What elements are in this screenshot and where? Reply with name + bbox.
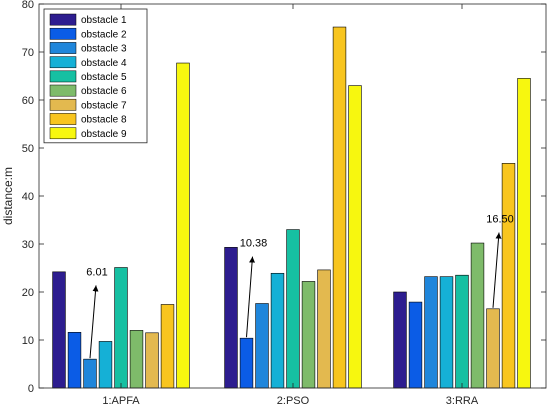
y-tick-label-0: 0 xyxy=(28,383,34,395)
y-tick-label-40: 40 xyxy=(22,191,34,203)
legend: obstacle 1 obstacle 2 obstacle 3 obstacle 4… xyxy=(43,8,148,144)
legend-swatch-1 xyxy=(49,13,77,26)
bar-obstacle-6-3 xyxy=(470,242,485,389)
y-tick-label-20: 20 xyxy=(22,287,34,299)
x-tick-label-3: 3:RRA xyxy=(446,395,479,407)
bar-obstacle-8-3 xyxy=(501,163,516,389)
bar-obstacle-8-2 xyxy=(332,26,347,389)
legend-swatch-2 xyxy=(49,27,77,40)
y-ticks-group: 0 10 20 30 40 50 60 70 80 xyxy=(22,0,546,395)
bar-obstacle-5-1 xyxy=(114,267,128,389)
y-tick-label-70: 70 xyxy=(22,47,34,59)
y-tick-label-30: 30 xyxy=(22,239,34,251)
annotation-arrow-1 xyxy=(89,285,99,359)
legend-label-5: obstacle 5 xyxy=(81,72,127,83)
bar-obstacle-5-3 xyxy=(455,274,469,389)
bar-obstacle-6-2 xyxy=(301,281,316,389)
legend-label-1: obstacle 1 xyxy=(81,15,127,26)
legend-label-4: obstacle 4 xyxy=(81,58,127,69)
bar-obstacle-2-3 xyxy=(408,301,423,389)
x-tick-label-2: 2:PSO xyxy=(277,395,310,407)
bar-obstacle-8-1 xyxy=(160,304,175,389)
bar-obstacle-2-2 xyxy=(239,337,254,389)
legend-label-8: obstacle 8 xyxy=(81,115,127,126)
legend-swatch-6 xyxy=(49,84,77,97)
y-tick-label-80: 80 xyxy=(22,0,34,11)
annotation-label-3: 16.50 xyxy=(486,214,514,226)
bar-obstacle-9-2 xyxy=(348,85,362,389)
y-tick-label-50: 50 xyxy=(22,143,34,155)
legend-label-6: obstacle 6 xyxy=(81,86,127,97)
bar-obstacle-4-2 xyxy=(270,272,285,389)
legend-swatch-3 xyxy=(49,42,77,54)
bar-obstacle-7-3 xyxy=(486,308,500,389)
bar-obstacle-6-1 xyxy=(129,330,144,389)
x-ticks-group: 1:APFA 2:PSO 3:RRA xyxy=(102,4,479,407)
legend-swatch-4 xyxy=(49,56,77,69)
bar-obstacle-3-2 xyxy=(255,303,269,389)
bar-obstacle-1-2 xyxy=(224,247,238,389)
legend-swatch-8 xyxy=(49,113,77,125)
x-tick-label-1: 1:APFA xyxy=(102,395,140,407)
legend-label-7: obstacle 7 xyxy=(81,100,127,111)
bar-obstacle-2-1 xyxy=(67,332,82,389)
bar-obstacle-7-1 xyxy=(145,332,159,389)
bar-obstacle-3-1 xyxy=(83,358,97,389)
bar-obstacle-9-3 xyxy=(517,78,531,389)
legend-swatch-7 xyxy=(49,98,77,111)
annotation-label-2: 10.38 xyxy=(240,238,268,250)
legend-swatch-5 xyxy=(49,70,77,83)
annotations-group: 6.01 10.38 16.50 xyxy=(86,214,514,359)
legend-label-3: obstacle 3 xyxy=(81,44,127,55)
bar-obstacle-1-1 xyxy=(52,271,66,389)
legend-label-9: obstacle 9 xyxy=(81,129,127,140)
bar-obstacle-4-3 xyxy=(439,276,454,389)
y-tick-label-60: 60 xyxy=(22,95,34,107)
legend-label-2: obstacle 2 xyxy=(81,29,127,40)
bar-obstacle-5-2 xyxy=(286,229,300,389)
bars-group xyxy=(52,26,531,389)
bar-obstacle-4-1 xyxy=(98,341,113,389)
annotation-arrow-2 xyxy=(246,256,256,338)
annotation-arrow-3 xyxy=(492,232,502,308)
bar-obstacle-3-3 xyxy=(424,276,438,389)
bar-obstacle-7-2 xyxy=(317,269,331,389)
bar-obstacle-9-1 xyxy=(176,62,190,389)
annotation-label-1: 6.01 xyxy=(86,266,107,278)
legend-swatch-9 xyxy=(49,127,77,140)
y-axis-label: distance:m xyxy=(1,167,15,225)
y-tick-label-10: 10 xyxy=(22,335,34,347)
bar-obstacle-1-3 xyxy=(393,291,407,389)
